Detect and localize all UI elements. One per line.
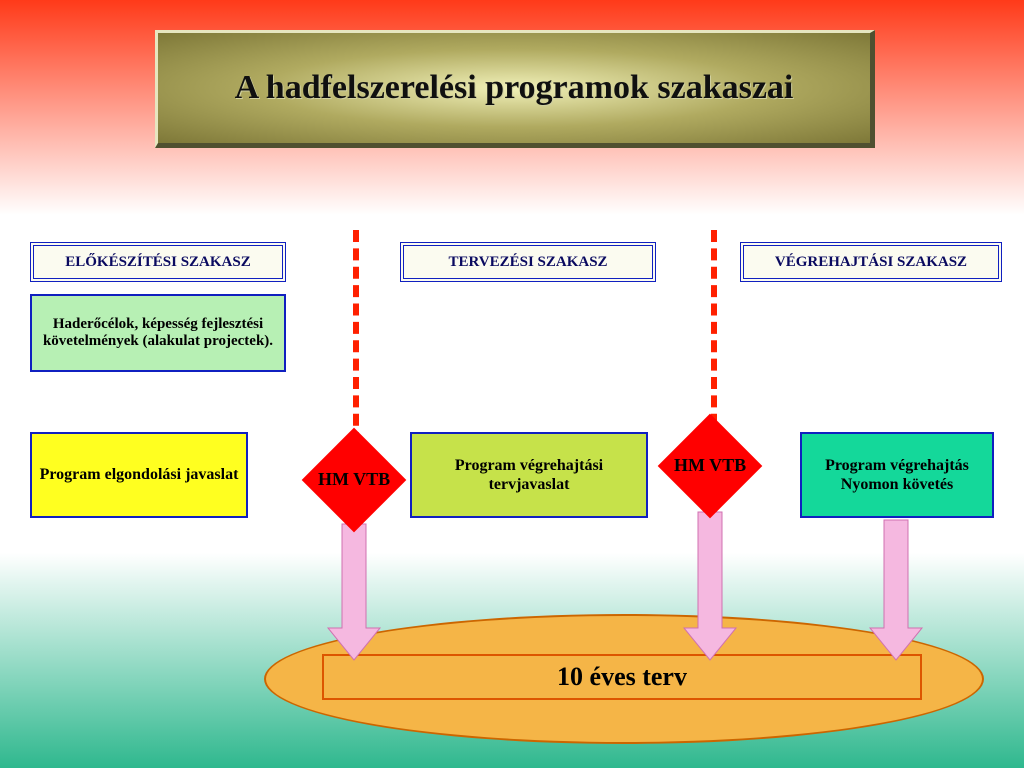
phase-plan-label: TERVEZÉSI SZAKASZ [400, 242, 656, 282]
decision-diamond-1-text: HM VTB [317, 470, 391, 490]
phase-exec-label: VÉGREHAJTÁSI SZAKASZ [740, 242, 1002, 282]
task-monitor-text: Program végrehajtás Nyomon követés [806, 456, 988, 494]
decision-diamond-2-text: HM VTB [673, 456, 747, 476]
task-execplan-box: Program végrehajtási tervjavaslat [410, 432, 648, 518]
task-execplan-text: Program végrehajtási tervjavaslat [416, 456, 642, 494]
plan-text: 10 éves terv [557, 662, 687, 692]
phase-prep-text: ELŐKÉSZÍTÉSI SZAKASZ [65, 254, 251, 271]
phase-prep-label: ELŐKÉSZÍTÉSI SZAKASZ [30, 242, 286, 282]
phase-exec-text: VÉGREHAJTÁSI SZAKASZ [775, 254, 967, 271]
task-concept-box: Program elgondolási javaslat [30, 432, 248, 518]
plan-inner-box: 10 éves terv [322, 654, 922, 700]
prep-detail-text: Haderőcélok, képesség fejlesztési követe… [36, 316, 280, 350]
title-text: A hadfelszerelési programok szakaszai [235, 68, 794, 109]
diagram-stage: A hadfelszerelési programok szakaszai EL… [0, 0, 1024, 768]
task-monitor-box: Program végrehajtás Nyomon követés [800, 432, 994, 518]
phase-plan-text: TERVEZÉSI SZAKASZ [448, 254, 607, 271]
decision-diamond-1: HM VTB [302, 428, 407, 533]
decision-diamond-2: HM VTB [658, 414, 763, 519]
prep-detail-box: Haderőcélok, képesség fejlesztési követe… [30, 294, 286, 372]
task-concept-text: Program elgondolási javaslat [40, 465, 239, 484]
title-plate: A hadfelszerelési programok szakaszai [155, 30, 875, 148]
